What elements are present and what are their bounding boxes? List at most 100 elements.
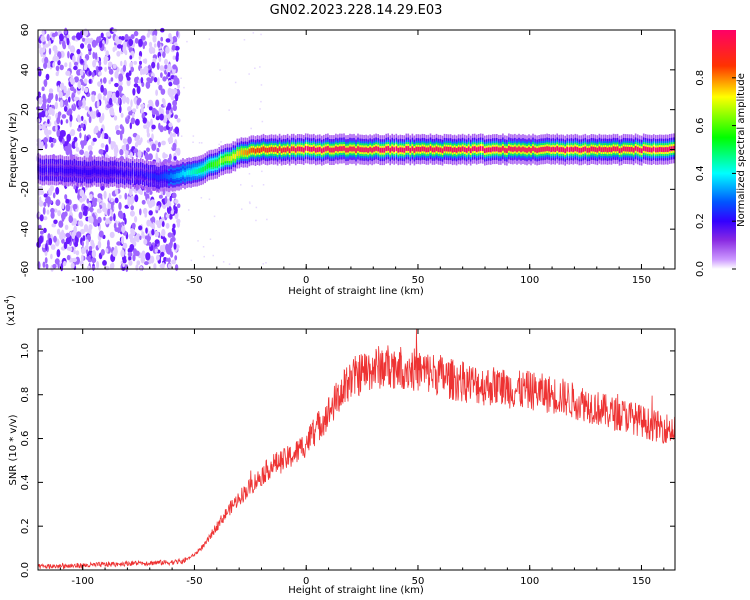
ridge-cell — [665, 147, 667, 152]
noise-blob — [141, 250, 146, 258]
noise-blob — [50, 244, 56, 250]
noise-blob — [55, 199, 61, 207]
noise-blob — [171, 44, 176, 51]
noise-blob — [98, 230, 104, 238]
ridge-cell — [343, 146, 345, 151]
noise-speckle — [259, 66, 261, 68]
ridge-cell — [339, 146, 341, 151]
noise-blob — [167, 257, 171, 264]
noise-blob — [128, 255, 132, 262]
ridge-cell — [469, 148, 472, 153]
noise-speckle — [250, 127, 252, 130]
ridge-cell — [244, 150, 247, 155]
spectrogram-x-tick-label: 0 — [303, 275, 309, 286]
ridge-cell — [447, 146, 450, 152]
noise-blob — [91, 140, 95, 146]
noise-blob — [96, 198, 102, 203]
ridge-cell — [127, 171, 130, 176]
noise-blob — [143, 124, 148, 129]
noise-blob — [103, 55, 109, 62]
ridge-cell — [61, 167, 64, 173]
ridge-cell — [596, 147, 599, 153]
figure-title: GN02.2023.228.14.29.E03 — [270, 3, 443, 18]
ridge-cell — [673, 145, 675, 151]
ridge-cell — [331, 147, 333, 153]
noise-blob — [146, 198, 150, 205]
noise-blob — [127, 106, 132, 112]
noise-blob — [65, 70, 71, 76]
noise-blob — [97, 112, 101, 118]
ridge-cell — [236, 151, 239, 156]
noise-blob — [59, 99, 64, 108]
ridge-cell — [345, 147, 347, 153]
noise-blob — [170, 95, 175, 101]
noise-blob — [118, 194, 122, 199]
noise-blob — [36, 66, 41, 72]
noise-blob — [99, 41, 103, 48]
noise-blob — [68, 96, 71, 103]
noise-blob — [91, 257, 97, 264]
ridge-cell — [268, 147, 271, 153]
noise-blob — [47, 119, 50, 124]
ridge-cell — [544, 146, 546, 152]
noise-blob — [130, 117, 136, 125]
noise-blob — [73, 61, 79, 66]
ridge-cell — [457, 146, 460, 152]
noise-blob — [71, 257, 77, 263]
noise-blob — [174, 255, 178, 261]
snr-series — [37, 328, 676, 570]
noise-blob — [141, 231, 145, 238]
noise-blob — [94, 197, 98, 203]
noise-blob — [42, 93, 46, 101]
noise-blob — [110, 143, 114, 150]
noise-blob — [134, 76, 139, 84]
noise-blob — [61, 212, 66, 220]
noise-blob — [136, 85, 141, 95]
noise-blob — [81, 85, 85, 92]
noise-blob — [71, 104, 74, 111]
noise-blob — [122, 258, 127, 264]
noise-speckle — [190, 259, 193, 262]
noise-blob — [88, 224, 93, 231]
noise-blob — [103, 216, 106, 221]
ridge-cell — [574, 146, 577, 152]
ridge-cell — [79, 169, 82, 175]
ridge-cell — [568, 147, 571, 153]
ridge-cell — [387, 146, 389, 151]
ridge-cell — [363, 147, 365, 153]
ridge-cell — [558, 147, 560, 153]
noise-blob — [155, 220, 160, 226]
noise-blob — [172, 100, 178, 107]
noise-speckle — [208, 198, 211, 200]
ridge-cell — [129, 171, 132, 177]
spectrogram-x-tick-label: 150 — [632, 275, 651, 286]
noise-blob — [147, 64, 151, 71]
spectrogram-x-tick-label: -50 — [186, 275, 202, 286]
noise-blob — [41, 29, 45, 37]
noise-blob — [167, 102, 172, 111]
ridge-cell — [311, 147, 313, 152]
ridge-cell — [198, 168, 200, 174]
snr-multiplier-base: (x10 — [6, 303, 17, 326]
noise-blob — [126, 76, 131, 81]
snr-x-tick-label: 150 — [632, 576, 651, 587]
noise-blob — [58, 91, 63, 98]
ridge-cell — [200, 167, 202, 173]
noise-blob — [129, 210, 135, 217]
noise-blob — [108, 97, 113, 106]
ridge-cell — [606, 147, 609, 153]
noise-blob — [63, 241, 68, 250]
noise-blob — [43, 62, 48, 69]
noise-blob — [43, 44, 46, 53]
noise-speckle — [201, 142, 203, 144]
noise-blob — [42, 207, 46, 215]
noise-speckle — [260, 84, 263, 86]
ridge-cell — [284, 147, 287, 153]
noise-blob — [38, 196, 42, 203]
colorbar: 0.0 0.2 0.4 0.6 0.8 Normalized spectral ampl… — [695, 30, 747, 277]
noise-speckle — [255, 219, 257, 222]
ridge-cell — [624, 146, 627, 152]
ridge-cell — [276, 148, 279, 153]
noise-blob — [165, 38, 171, 43]
noise-blob — [156, 147, 160, 153]
